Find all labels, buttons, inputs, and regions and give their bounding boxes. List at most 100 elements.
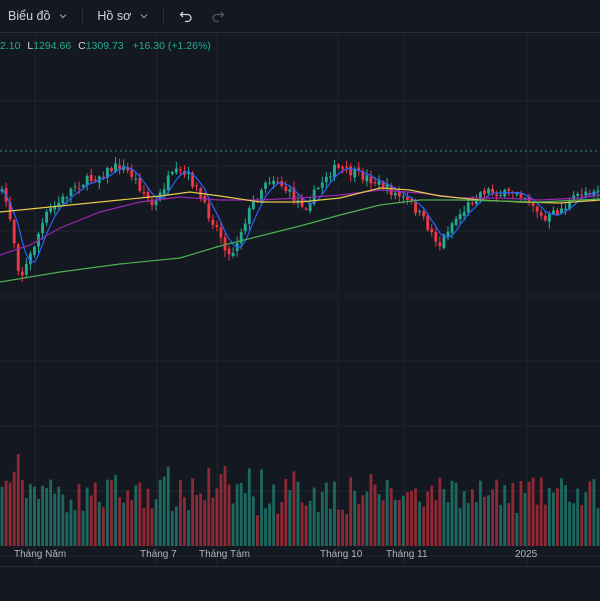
volume-bar bbox=[592, 479, 596, 546]
undo-button[interactable] bbox=[170, 0, 202, 32]
candle-body bbox=[547, 214, 551, 222]
volume-bar bbox=[41, 485, 44, 546]
volume-bar bbox=[458, 508, 462, 546]
candle-body bbox=[33, 246, 36, 255]
volume-bar bbox=[328, 508, 332, 546]
volume-bar bbox=[170, 510, 174, 546]
volume-bar bbox=[85, 487, 89, 546]
volume-bar bbox=[231, 503, 235, 546]
volume-bar bbox=[272, 484, 276, 546]
volume-bar bbox=[114, 474, 117, 546]
volume-bar bbox=[61, 494, 65, 546]
candle-body bbox=[154, 199, 158, 206]
toolbar-divider bbox=[82, 7, 84, 25]
volume-bar bbox=[361, 495, 365, 546]
candle-body bbox=[142, 192, 146, 194]
volume-bar bbox=[191, 478, 194, 546]
candle-body bbox=[239, 232, 243, 244]
volume-bar bbox=[73, 509, 77, 546]
volume-bar bbox=[162, 476, 166, 546]
volume-bar bbox=[235, 484, 239, 546]
volume-bar bbox=[406, 492, 409, 546]
candle-body bbox=[442, 234, 446, 249]
time-axis-label: Tháng 7 bbox=[140, 549, 177, 560]
time-axis-label: Tháng 11 bbox=[386, 549, 428, 560]
volume-bar bbox=[519, 481, 523, 546]
legend-close-label: C bbox=[78, 40, 86, 52]
volume-bar bbox=[397, 500, 401, 546]
candle-body bbox=[251, 201, 255, 209]
candle-body bbox=[410, 198, 413, 202]
candle-body bbox=[260, 190, 263, 202]
volume-bar bbox=[568, 501, 572, 546]
candle-body bbox=[134, 178, 138, 180]
volume-bar bbox=[547, 488, 551, 546]
volume-bar bbox=[495, 479, 499, 546]
candle-body bbox=[580, 194, 584, 196]
volume-bar bbox=[426, 491, 430, 546]
candle-body bbox=[85, 175, 89, 186]
candle-body bbox=[126, 167, 130, 171]
volume-bar bbox=[130, 500, 134, 546]
volume-bar bbox=[324, 482, 328, 546]
candle-body bbox=[324, 176, 328, 183]
volume-bar bbox=[211, 497, 215, 546]
volume-bar bbox=[93, 482, 97, 546]
candle-body bbox=[560, 208, 563, 214]
redo-button[interactable] bbox=[202, 0, 234, 32]
candle-body bbox=[16, 244, 20, 272]
candle-body bbox=[341, 167, 344, 169]
candle-body bbox=[166, 175, 170, 191]
candle-body bbox=[69, 188, 73, 196]
volume-bar bbox=[203, 500, 207, 546]
candle-body bbox=[81, 184, 85, 187]
candle-body bbox=[110, 167, 113, 172]
volume-bar bbox=[385, 479, 389, 546]
volume-bar bbox=[33, 486, 36, 546]
candle-body bbox=[243, 223, 247, 232]
profile-menu-label: Hồ sơ bbox=[97, 9, 132, 23]
candle-body bbox=[316, 187, 320, 189]
legend-high-value: 2.10 bbox=[0, 40, 21, 52]
volume-bar bbox=[515, 512, 519, 546]
volume-bar bbox=[434, 500, 438, 546]
volume-bar bbox=[430, 485, 434, 546]
candle-body bbox=[49, 208, 53, 212]
volume-bar bbox=[499, 504, 503, 546]
candle-body bbox=[487, 188, 490, 194]
candle-body bbox=[365, 175, 369, 182]
candle-body bbox=[296, 200, 300, 203]
candle-body bbox=[191, 172, 194, 187]
profile-menu-button[interactable]: Hồ sơ bbox=[89, 0, 157, 32]
volume-bar bbox=[337, 509, 340, 546]
volume-bar bbox=[264, 508, 267, 546]
volume-bar bbox=[227, 484, 231, 546]
volume-bar bbox=[580, 505, 584, 546]
candle-body bbox=[434, 231, 438, 242]
volume-bar bbox=[511, 482, 515, 546]
volume-bar bbox=[0, 487, 4, 546]
volume-bar bbox=[207, 467, 211, 546]
volume-bar bbox=[223, 466, 227, 546]
candle-body bbox=[531, 203, 535, 206]
legend-change-value: +16.30 (+1.26%) bbox=[132, 40, 211, 52]
candle-body bbox=[450, 223, 454, 233]
candle-body bbox=[430, 228, 434, 233]
candle-body bbox=[288, 189, 292, 192]
volume-bar bbox=[341, 509, 344, 546]
ohlc-legend: 2.10 L1294.66 C1309.73 +16.30 (+1.26%) bbox=[0, 40, 211, 54]
volume-bar bbox=[219, 474, 223, 546]
volume-bar bbox=[527, 481, 531, 546]
volume-bar bbox=[280, 502, 284, 546]
chart-menu-button[interactable]: Biểu đồ bbox=[0, 0, 76, 32]
candle-body bbox=[414, 201, 417, 214]
candle-body bbox=[519, 193, 523, 198]
candle-body bbox=[12, 220, 16, 244]
candle-body bbox=[385, 183, 389, 190]
volume-bar bbox=[178, 479, 182, 546]
candle-body bbox=[422, 211, 426, 217]
volume-bar bbox=[304, 505, 308, 546]
volume-bar bbox=[174, 506, 178, 546]
candle-body bbox=[247, 208, 251, 224]
